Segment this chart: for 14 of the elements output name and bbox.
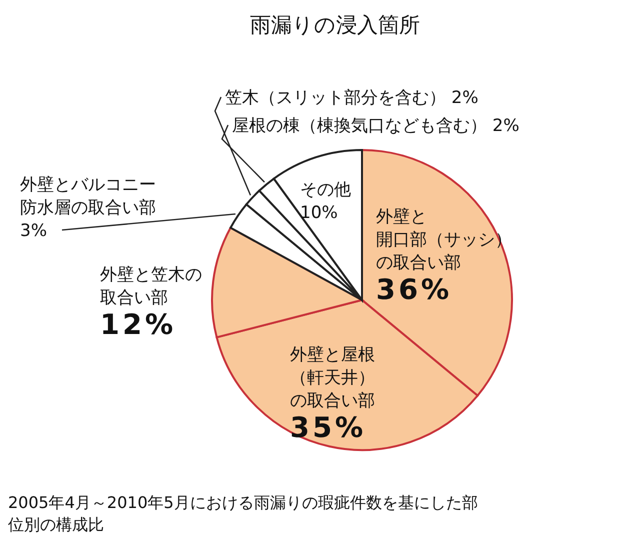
slice-label: その他	[300, 180, 351, 200]
slice-label: 屋根の棟（棟換気口なども含む） 2%	[232, 116, 520, 136]
data-label: 3%	[20, 221, 47, 241]
data-label: 10%	[300, 203, 338, 223]
slice-label: 外壁と笠木の取合い部	[100, 265, 202, 308]
text: 2005年4月～2010年5月における雨漏りの瑕疵件数を基にした部位別の構成比	[8, 493, 478, 534]
data-label: 35%	[290, 411, 366, 444]
data-label: 12%	[100, 308, 176, 341]
data-label: 36%	[376, 273, 452, 306]
chart-title: 雨漏りの浸入箇所	[250, 13, 420, 37]
slice-label: 外壁と開口部（サッシ）の取合い部	[376, 207, 512, 273]
slice-label: 笠木（スリット部分を含む） 2%	[225, 88, 478, 108]
slice-label: 外壁と屋根（軒天井）の取合い部	[290, 345, 375, 411]
slice-label: 外壁とバルコニー防水層の取合い部	[20, 175, 156, 218]
